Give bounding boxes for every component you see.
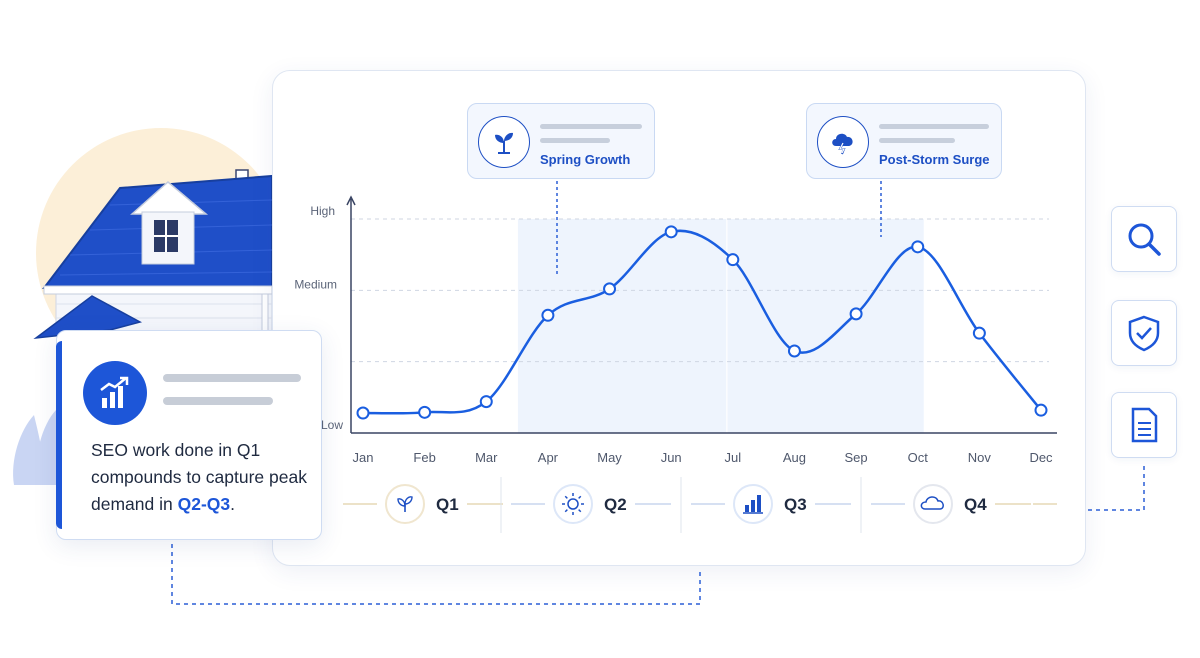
chart-card: High Medium Low Jan Feb Mar Apr May Jun Jul Aug Sep… [272, 70, 1086, 566]
insight-highlight: Q2-Q3 [177, 494, 231, 514]
data-point [356, 406, 370, 420]
data-point [972, 326, 986, 340]
annotation-label: Spring Growth [540, 152, 631, 167]
quarter-label: Q4 [964, 495, 987, 514]
seasonal-demand-chart: High Medium Low Jan Feb Mar Apr May Jun Jul Aug Sep… [294, 181, 1057, 533]
accent-bar [56, 341, 62, 529]
x-tick-label: May [597, 450, 622, 465]
annotation-label: Post-Storm Surge [879, 152, 990, 167]
data-point [664, 225, 678, 239]
x-tick-label: Feb [413, 450, 435, 465]
placeholder-line [879, 138, 955, 143]
sprout-icon [397, 496, 413, 512]
placeholder-line [540, 138, 610, 143]
quarter-label: Q1 [436, 495, 459, 514]
house-illustration [0, 0, 300, 560]
x-tick-label: Oct [908, 450, 929, 465]
x-tick-label: Nov [968, 450, 992, 465]
placeholder-line [163, 374, 301, 382]
shield-check-icon [1128, 315, 1160, 352]
insight-text-main: SEO work done in Q1 compounds to capture… [91, 440, 307, 514]
document-button[interactable] [1111, 392, 1177, 458]
data-point [603, 282, 617, 296]
document-icon [1131, 407, 1158, 443]
data-point [541, 308, 555, 322]
insight-text-end: . [230, 494, 236, 514]
data-point [911, 240, 925, 254]
cloud-icon [920, 496, 944, 510]
x-tick-label: Jul [725, 450, 742, 465]
highlight-band [517, 219, 924, 433]
x-tick-label: Apr [538, 450, 559, 465]
x-tick-label: Jun [661, 450, 682, 465]
x-tick-label: Sep [845, 450, 868, 465]
x-tick-label: Aug [783, 450, 806, 465]
post-storm-surge-callout: Post-Storm Surge [806, 103, 1002, 179]
sun-icon [562, 493, 584, 515]
insight-card: SEO work done in Q1 compounds to capture… [56, 330, 322, 540]
data-point [787, 344, 801, 358]
insight-text: SEO work done in Q1 compounds to capture… [91, 437, 311, 518]
quarter-label: Q3 [784, 495, 807, 514]
bush-icon [13, 410, 61, 485]
data-point [1034, 403, 1048, 417]
quarter-label: Q2 [604, 495, 627, 514]
verify-button[interactable] [1111, 300, 1177, 366]
placeholder-line [163, 397, 273, 405]
x-tick-label: Dec [1029, 450, 1053, 465]
data-point [726, 253, 740, 267]
y-tick-label: High [310, 204, 335, 218]
y-axis-arrow [346, 195, 356, 206]
y-tick-label: Low [321, 418, 343, 432]
growth-chart-icon [83, 361, 147, 425]
search-icon [1128, 223, 1161, 256]
x-tick-label: Mar [475, 450, 498, 465]
quarter-icon-ring [913, 484, 953, 524]
placeholder-line [540, 124, 642, 129]
data-point [479, 395, 493, 409]
placeholder-line [879, 124, 989, 129]
quarter-icon-ring [553, 484, 593, 524]
search-button[interactable] [1111, 206, 1177, 272]
y-tick-label: Medium [294, 277, 337, 291]
bar-chart-icon [743, 495, 763, 514]
x-tick-label: Jan [353, 450, 374, 465]
house-svg [13, 169, 273, 485]
storm-cloud-icon [817, 116, 869, 168]
sprout-icon [478, 116, 530, 168]
data-point [418, 405, 432, 419]
spring-growth-callout: Spring Growth [467, 103, 655, 179]
data-point [849, 307, 863, 321]
